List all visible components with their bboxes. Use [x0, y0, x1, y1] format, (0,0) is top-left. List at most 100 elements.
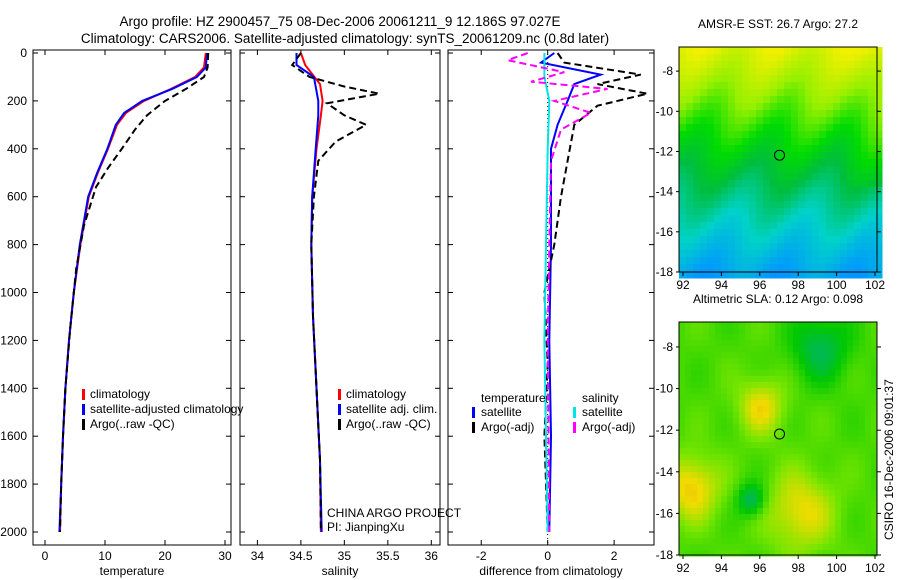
map-cell: [784, 124, 792, 132]
map-cell: [685, 442, 692, 449]
map-cell: [799, 430, 806, 437]
map-cell: [733, 400, 740, 407]
map-cell: [691, 418, 698, 425]
map-cell: [859, 520, 866, 527]
map-cell: [679, 250, 687, 258]
x-tick-label: 0: [42, 549, 49, 563]
map-cell: [835, 496, 842, 503]
map-cell: [715, 454, 722, 461]
map-cell: [693, 89, 701, 97]
map-cell: [791, 236, 799, 244]
map-cell: [721, 382, 728, 389]
map-cell: [715, 442, 722, 449]
map-cell: [854, 257, 862, 265]
map-cell: [721, 82, 729, 90]
map-cell: [757, 328, 764, 335]
map-cell: [721, 436, 728, 443]
map-cell: [707, 54, 715, 62]
map-cell: [733, 472, 740, 479]
map-cell: [775, 466, 782, 473]
map-cell: [811, 364, 818, 371]
map-cell: [859, 544, 866, 551]
map-cell: [733, 514, 740, 521]
map-cell: [775, 346, 782, 353]
map-cell: [709, 544, 716, 551]
map-cell: [865, 520, 872, 527]
map-cell: [847, 442, 854, 449]
map-cell: [679, 54, 687, 62]
map-cell: [805, 208, 813, 216]
map-cell: [781, 406, 788, 413]
map-cell: [841, 460, 848, 467]
map-cell: [781, 466, 788, 473]
map-cell: [841, 358, 848, 365]
map-cell: [853, 454, 860, 461]
map-cell: [805, 257, 813, 265]
map-cell: [709, 478, 716, 485]
map-cell: [715, 436, 722, 443]
map-cell: [847, 436, 854, 443]
map-cell: [763, 117, 771, 125]
map-cell: [775, 364, 782, 371]
map-cell: [853, 472, 860, 479]
map-cell: [749, 110, 757, 118]
map-cell: [709, 334, 716, 341]
map-cell: [697, 406, 704, 413]
map-cell: [854, 264, 862, 272]
map-cell: [715, 358, 722, 365]
map-cell: [847, 173, 855, 181]
map-cell: [859, 376, 866, 383]
map-cell: [751, 496, 758, 503]
map-cell: [875, 257, 883, 265]
map-cell: [799, 352, 806, 359]
map-cell: [714, 145, 722, 153]
map-cell: [727, 508, 734, 515]
map-cell: [781, 436, 788, 443]
map-cell: [679, 75, 687, 83]
map-cell: [819, 236, 827, 244]
map-cell: [763, 364, 770, 371]
map-cell: [769, 322, 776, 329]
map-cell: [798, 152, 806, 160]
map-cell: [861, 124, 869, 132]
map-cell: [751, 472, 758, 479]
map-cell: [819, 215, 827, 223]
map-cell: [745, 352, 752, 359]
map-cell: [679, 222, 687, 230]
map-cell: [823, 466, 830, 473]
map-cell: [833, 138, 841, 146]
map-cell: [715, 538, 722, 545]
map-cell: [721, 201, 729, 209]
map-cell: [739, 382, 746, 389]
map-cell: [784, 159, 792, 167]
map-cell: [679, 448, 686, 455]
map-cell: [769, 466, 776, 473]
map-cell: [787, 412, 794, 419]
map-cell: [721, 117, 729, 125]
map-cell: [835, 364, 842, 371]
map-cell: [865, 400, 872, 407]
map-cell: [756, 131, 764, 139]
map-cell: [835, 490, 842, 497]
map-cell: [691, 466, 698, 473]
map-cell: [865, 376, 872, 383]
map-cell: [739, 520, 746, 527]
map-cell: [733, 358, 740, 365]
map-cell: [733, 382, 740, 389]
map-cell: [721, 222, 729, 230]
map-cell: [793, 466, 800, 473]
map-cell: [805, 454, 812, 461]
map-cell: [840, 68, 848, 76]
map-cell: [707, 257, 715, 265]
map-cell: [841, 544, 848, 551]
map-cell: [751, 448, 758, 455]
map-cell: [791, 96, 799, 104]
map-cell: [799, 424, 806, 431]
map-cell: [756, 250, 764, 258]
map-cell: [691, 346, 698, 353]
map-cell: [865, 538, 872, 545]
map-cell: [715, 478, 722, 485]
map-cell: [835, 478, 842, 485]
map-cell: [733, 478, 740, 485]
map-cell: [835, 466, 842, 473]
